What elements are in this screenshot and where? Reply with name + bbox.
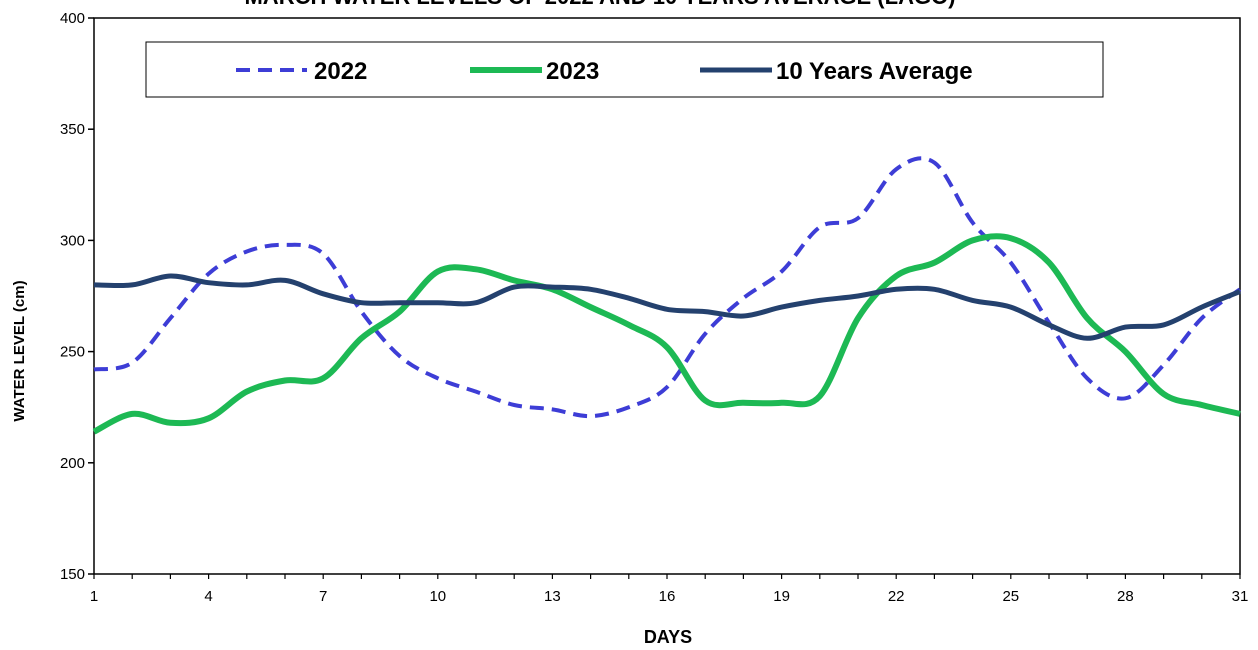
x-axis: 1 4 7 10 13 16 19 22 25 28 31	[90, 574, 1249, 605]
series-group	[92, 156, 1242, 435]
y-tick-label: 300	[60, 232, 85, 249]
y-tick-label: 200	[60, 455, 85, 472]
x-tick-label: 1	[90, 588, 98, 605]
x-tick-label: 4	[204, 588, 212, 605]
plot-area	[93, 17, 1241, 575]
legend-label-10-years-average: 10 Years Average	[776, 58, 973, 85]
legend-label-2023: 2023	[546, 58, 599, 85]
x-tick-label: 13	[544, 588, 561, 605]
y-axis: 150 200 250 300 350 400	[60, 10, 94, 583]
y-tick-label: 250	[60, 344, 85, 361]
y-axis-title: WATER LEVEL (cm)	[11, 280, 28, 421]
series-line-10-years-average	[93, 273, 1241, 341]
chart-title: MARCH WATER LEVELS OF 2022 AND 10 YEARS …	[244, 0, 955, 9]
x-tick-label: 10	[429, 588, 446, 605]
series-line-2023	[92, 233, 1241, 435]
x-tick-label: 28	[1117, 588, 1134, 605]
y-tick-label: 150	[60, 566, 85, 583]
x-tick-label: 31	[1232, 588, 1249, 605]
x-tick-label: 19	[773, 588, 790, 605]
legend-label-2022: 2022	[314, 58, 367, 85]
x-tick-label: 25	[1002, 588, 1019, 605]
legend: 2022 2023 10 Years Average	[145, 41, 1104, 98]
x-tick-label: 22	[888, 588, 905, 605]
y-tick-label: 350	[60, 121, 85, 138]
y-tick-label: 400	[60, 10, 85, 27]
x-tick-label: 7	[319, 588, 327, 605]
x-tick-label: 16	[659, 588, 676, 605]
x-axis-title: DAYS	[644, 627, 692, 647]
